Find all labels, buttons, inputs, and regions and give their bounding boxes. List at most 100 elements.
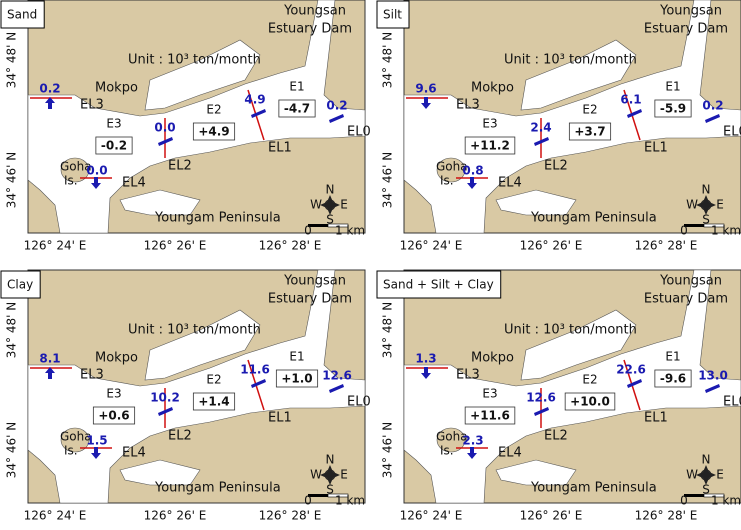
place-label: Mokpo <box>471 351 514 366</box>
flux-arrow <box>421 367 431 379</box>
place-label: Mokpo <box>471 81 514 96</box>
island <box>60 157 90 183</box>
dam-label: Youngsan <box>283 4 346 19</box>
scale-label: 0 <box>680 224 688 238</box>
budget-value: +0.6 <box>98 409 129 423</box>
flux-arrow <box>329 384 344 393</box>
budget-box <box>654 99 692 118</box>
lon-label: 126° 26' E <box>520 239 583 253</box>
unit-label: Unit : 10³ ton/month <box>128 53 261 68</box>
dam-label: Estuary Dam <box>644 292 728 307</box>
place-label: Mokpo <box>95 81 138 96</box>
dam-label: Youngsan <box>659 274 722 289</box>
scale-label: 0 <box>680 494 688 508</box>
panel-title-box <box>376 270 502 299</box>
compass-letter: N <box>702 183 711 197</box>
zone-label: E1 <box>289 350 304 364</box>
dam-label: Estuary Dam <box>644 22 728 37</box>
compass-letter: N <box>326 183 335 197</box>
budget-value: +10.0 <box>570 395 610 409</box>
island <box>60 427 90 453</box>
flux-arrow <box>158 137 173 146</box>
compass-letter: E <box>340 198 348 212</box>
zone-label: E2 <box>206 103 221 117</box>
water <box>27 0 366 234</box>
dam-label: Estuary Dam <box>268 292 352 307</box>
lat-label: 34° 48' N <box>5 302 19 358</box>
zone-label: E2 <box>582 103 597 117</box>
section-label: EL1 <box>644 141 668 156</box>
lon-label: 126° 24' E <box>400 509 463 523</box>
place-label: Youngam Peninsula <box>530 211 657 226</box>
section-label: EL4 <box>498 176 522 191</box>
scale-label: 0 <box>304 494 312 508</box>
scale-label: 1 km <box>335 224 365 238</box>
budget-value: +11.6 <box>470 409 510 423</box>
section-label: EL2 <box>168 429 192 444</box>
unit-label: Unit : 10³ ton/month <box>504 53 637 68</box>
panel-title: Sand <box>7 8 37 22</box>
flux-arrow <box>251 379 266 388</box>
compass-letter: W <box>686 468 698 482</box>
budget-box <box>192 392 236 411</box>
flux-value: 6.1 <box>620 93 641 107</box>
budget-box <box>464 136 516 155</box>
place-label: Is. <box>440 174 454 188</box>
section-label: EL1 <box>268 141 292 156</box>
flux-value: 0.2 <box>702 99 723 113</box>
budget-box <box>92 406 136 425</box>
budget-value: +11.2 <box>470 139 510 153</box>
water <box>520 309 637 381</box>
lon-label: 126° 28' E <box>259 509 322 523</box>
compass-letter: W <box>310 468 322 482</box>
budget-box <box>95 136 133 155</box>
flux-value: 1.3 <box>415 352 436 366</box>
flux-value: 0.2 <box>326 99 347 113</box>
panel-title-box <box>0 0 45 29</box>
place-label: Mokpo <box>95 351 138 366</box>
section-label: EL0 <box>723 125 741 140</box>
zone-label: E3 <box>106 387 121 401</box>
water <box>495 189 577 216</box>
lon-label: 126° 24' E <box>24 509 87 523</box>
section-label: EL1 <box>268 411 292 426</box>
island <box>436 427 466 453</box>
place-label: Youngam Peninsula <box>154 481 281 496</box>
water <box>119 459 201 486</box>
budget-value: -0.2 <box>101 139 127 153</box>
dam-label: Youngsan <box>659 4 722 19</box>
place-label: Youngam Peninsula <box>530 481 657 496</box>
flux-value: 12.6 <box>526 391 556 405</box>
budget-value: -5.9 <box>660 102 686 116</box>
flux-value: 22.6 <box>616 363 646 377</box>
flux-arrow <box>467 447 477 459</box>
water <box>27 269 366 504</box>
water <box>403 269 741 504</box>
panel-title: Clay <box>7 278 33 292</box>
lat-label: 34° 48' N <box>5 32 19 88</box>
budget-value: +1.0 <box>281 372 312 386</box>
scale-label: 0 <box>304 224 312 238</box>
section-label: EL4 <box>498 446 522 461</box>
flux-value: 9.6 <box>415 82 436 96</box>
zone-label: E1 <box>665 80 680 94</box>
scale-bar <box>327 223 349 228</box>
flux-arrow <box>627 109 642 118</box>
place-label: Goha <box>60 430 92 444</box>
section-label: EL3 <box>80 98 104 113</box>
flux-arrow <box>45 97 55 109</box>
budget-value: +4.9 <box>198 125 229 139</box>
compass <box>696 465 716 485</box>
dam-label: Estuary Dam <box>268 22 352 37</box>
water <box>144 39 261 111</box>
budget-value: +3.7 <box>574 125 605 139</box>
section-label: EL3 <box>456 368 480 383</box>
flux-arrow <box>467 177 477 189</box>
compass <box>696 195 716 215</box>
compass <box>324 469 336 481</box>
budget-value: +1.4 <box>198 395 229 409</box>
lat-label: 34° 46' N <box>381 152 395 208</box>
compass <box>324 199 336 211</box>
flux-arrow <box>91 177 101 189</box>
flux-arrow <box>329 114 344 123</box>
